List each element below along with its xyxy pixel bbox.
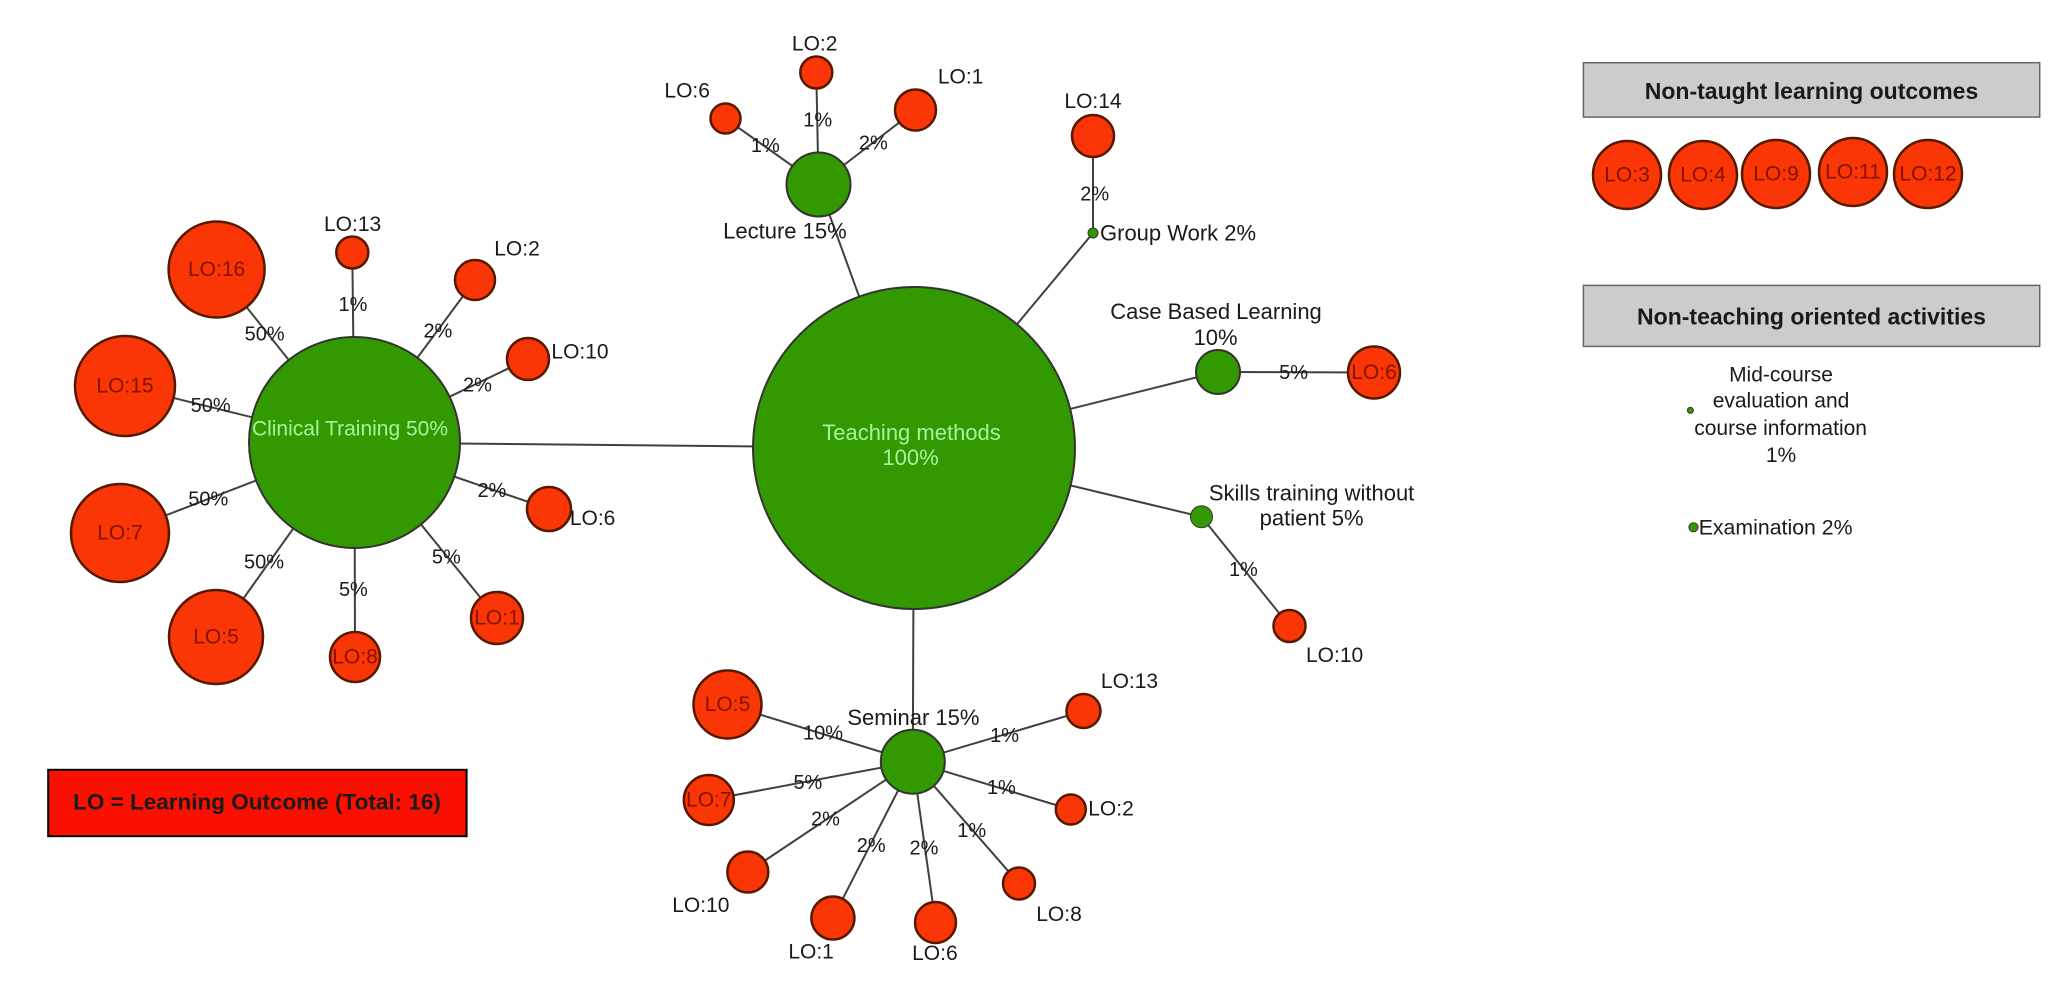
svg-text:LO:1: LO:1 bbox=[938, 66, 984, 89]
svg-text:LO:1: LO:1 bbox=[474, 607, 520, 630]
svg-text:5%: 5% bbox=[339, 579, 368, 601]
svg-text:Lecture 15%: Lecture 15% bbox=[723, 219, 847, 244]
svg-text:1%: 1% bbox=[1229, 559, 1258, 581]
svg-text:LO:12: LO:12 bbox=[1899, 163, 1956, 186]
svg-text:LO:13: LO:13 bbox=[324, 213, 381, 236]
svg-text:1%: 1% bbox=[751, 135, 780, 157]
svg-text:Seminar 15%: Seminar 15% bbox=[847, 705, 979, 730]
svg-text:LO:1: LO:1 bbox=[788, 941, 834, 964]
svg-text:2%: 2% bbox=[477, 480, 506, 502]
svg-text:LO:2: LO:2 bbox=[1088, 798, 1134, 821]
svg-text:1%: 1% bbox=[339, 294, 368, 316]
svg-text:LO:9: LO:9 bbox=[1753, 163, 1799, 186]
svg-text:LO:6: LO:6 bbox=[1351, 361, 1397, 384]
svg-text:Case Based Learning: Case Based Learning bbox=[1110, 299, 1322, 324]
svg-text:LO:8: LO:8 bbox=[1036, 903, 1082, 926]
svg-text:LO:13: LO:13 bbox=[1101, 670, 1158, 693]
svg-text:5%: 5% bbox=[1279, 362, 1308, 384]
svg-text:100%: 100% bbox=[882, 445, 938, 470]
svg-text:Non-taught learning outcomes: Non-taught learning outcomes bbox=[1645, 78, 1979, 104]
svg-text:LO:6: LO:6 bbox=[570, 507, 616, 530]
svg-text:evaluation and: evaluation and bbox=[1713, 390, 1850, 413]
svg-text:Group Work 2%: Group Work 2% bbox=[1100, 221, 1256, 246]
svg-text:2%: 2% bbox=[463, 375, 492, 397]
svg-text:LO:10: LO:10 bbox=[551, 341, 608, 364]
svg-text:course information: course information bbox=[1694, 417, 1867, 440]
svg-text:2%: 2% bbox=[1080, 183, 1109, 205]
svg-text:2%: 2% bbox=[423, 321, 452, 343]
svg-text:LO:3: LO:3 bbox=[1604, 164, 1650, 187]
svg-text:50%: 50% bbox=[188, 489, 228, 511]
svg-text:50%: 50% bbox=[244, 552, 284, 574]
svg-text:2%: 2% bbox=[857, 835, 886, 857]
svg-text:10%: 10% bbox=[1194, 325, 1238, 350]
svg-text:LO:6: LO:6 bbox=[664, 79, 710, 102]
svg-text:LO:16: LO:16 bbox=[188, 258, 245, 281]
svg-text:LO:2: LO:2 bbox=[792, 32, 838, 55]
svg-text:LO:6: LO:6 bbox=[912, 942, 958, 965]
svg-text:50%: 50% bbox=[245, 324, 285, 346]
svg-text:LO:8: LO:8 bbox=[332, 646, 378, 669]
svg-text:1%: 1% bbox=[957, 820, 986, 842]
svg-text:1%: 1% bbox=[803, 110, 832, 132]
svg-text:1%: 1% bbox=[987, 777, 1016, 799]
svg-text:LO:5: LO:5 bbox=[705, 693, 751, 716]
svg-text:LO:7: LO:7 bbox=[97, 522, 143, 545]
svg-text:50%: 50% bbox=[191, 395, 231, 417]
svg-text:LO:14: LO:14 bbox=[1064, 90, 1122, 113]
svg-text:Skills training without: Skills training without bbox=[1209, 481, 1414, 506]
svg-text:LO:15: LO:15 bbox=[96, 375, 153, 398]
svg-text:Clinical Training 50%: Clinical Training 50% bbox=[252, 418, 448, 441]
svg-text:Non-teaching oriented activiti: Non-teaching oriented activities bbox=[1637, 304, 1986, 330]
svg-text:LO:10: LO:10 bbox=[1306, 644, 1363, 667]
svg-text:1%: 1% bbox=[1766, 444, 1796, 467]
svg-text:LO:2: LO:2 bbox=[494, 238, 540, 261]
svg-text:5%: 5% bbox=[432, 547, 461, 569]
svg-text:LO:10: LO:10 bbox=[672, 894, 729, 917]
svg-text:LO = Learning Outcome (Total:: LO = Learning Outcome (Total: 16) bbox=[73, 790, 441, 815]
svg-text:LO:5: LO:5 bbox=[193, 626, 239, 649]
svg-text:LO:11: LO:11 bbox=[1825, 161, 1881, 184]
svg-text:1%: 1% bbox=[990, 725, 1019, 747]
svg-text:2%: 2% bbox=[910, 838, 939, 860]
svg-text:10%: 10% bbox=[803, 723, 843, 745]
svg-text:2%: 2% bbox=[859, 133, 888, 155]
svg-text:LO:4: LO:4 bbox=[1680, 164, 1726, 187]
svg-text:LO:7: LO:7 bbox=[686, 789, 732, 812]
svg-text:patient 5%: patient 5% bbox=[1260, 506, 1364, 531]
svg-text:5%: 5% bbox=[793, 772, 822, 794]
svg-text:2%: 2% bbox=[811, 808, 840, 830]
svg-text:Teaching methods: Teaching methods bbox=[822, 420, 1001, 445]
svg-text:Examination 2%: Examination 2% bbox=[1699, 515, 1853, 539]
svg-text:Mid-course: Mid-course bbox=[1729, 364, 1833, 387]
